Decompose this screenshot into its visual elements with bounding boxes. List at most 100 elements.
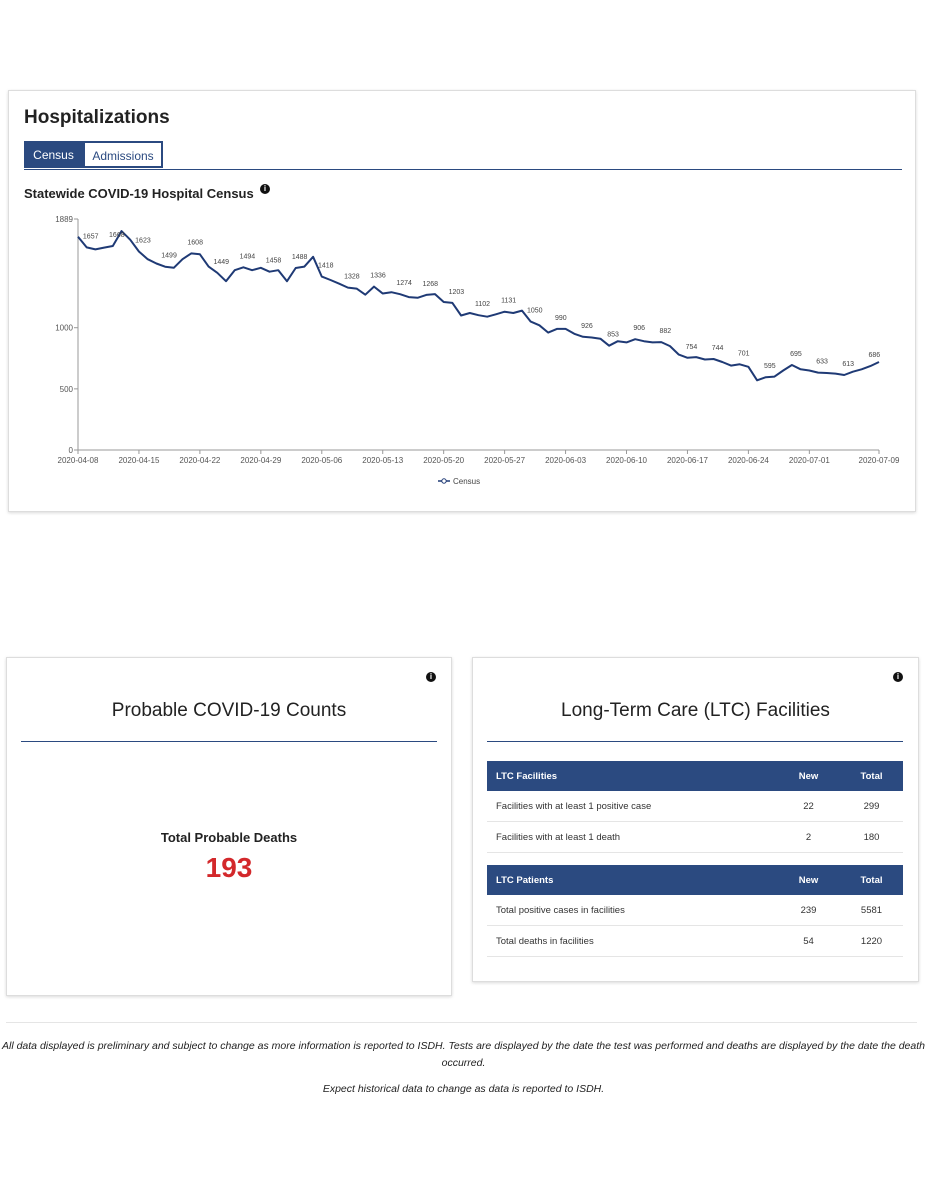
table-cell: Total deaths in facilities [487, 925, 777, 957]
data-label: 906 [633, 325, 645, 332]
table-cell: 54 [777, 925, 840, 957]
data-label: 1488 [292, 254, 308, 261]
x-tick-label: 2020-06-10 [606, 456, 647, 465]
x-tick-label: 2020-07-09 [859, 456, 900, 465]
ltc-card: i Long-Term Care (LTC) Facilities LTC Fa… [472, 657, 919, 982]
info-icon[interactable]: i [260, 184, 270, 194]
x-tick-label: 2020-05-06 [301, 456, 342, 465]
data-label: 1499 [161, 253, 177, 260]
tab[interactable]: Census [24, 141, 83, 168]
divider [487, 741, 903, 742]
x-tick-label: 2020-04-08 [58, 456, 99, 465]
table-cell: Facilities with at least 1 death [487, 821, 777, 853]
table-cell: 5581 [840, 895, 903, 926]
footer-note: All data displayed is preliminary and su… [2, 1040, 925, 1069]
x-tick-label: 2020-04-15 [118, 456, 159, 465]
data-label: 1336 [370, 273, 386, 280]
data-label: 882 [659, 328, 671, 335]
table-header: Total [840, 865, 903, 895]
probable-card: i Probable COVID-19 Counts Total Probabl… [6, 657, 452, 996]
ltc-table: LTC Patients New Total Total positive cases… [487, 865, 903, 957]
chart-title: Statewide COVID-19 Hospital Census [24, 186, 254, 201]
x-tick-label: 2020-07-01 [789, 456, 830, 465]
x-tick-label: 2020-05-27 [484, 456, 525, 465]
tables: LTC Facilities New Total Facilities with at… [487, 761, 903, 957]
table-header: Total [840, 761, 903, 791]
data-label: 701 [738, 350, 750, 357]
data-label: 1203 [449, 289, 465, 296]
data-label: 1418 [318, 263, 334, 270]
y-tick-label: 1000 [55, 324, 73, 333]
data-label: 1668 [109, 232, 125, 239]
data-label: 1657 [83, 233, 99, 240]
table-cell: 239 [777, 895, 840, 926]
data-label: 695 [790, 351, 802, 358]
stat-label: Total Probable Deaths [160, 830, 298, 845]
data-label: 1102 [475, 301, 490, 308]
table-row: Total positive cases in facilities 239 558… [487, 895, 903, 926]
ltc-table: LTC Facilities New Total Facilities with at… [487, 761, 903, 853]
tab-underline [24, 169, 902, 170]
table-cell: Total positive cases in facilities [487, 895, 777, 926]
data-label: 1328 [344, 274, 360, 281]
table-row: Facilities with at least 1 positive case… [487, 791, 903, 822]
card-title: Probable COVID-19 Counts [111, 700, 347, 721]
x-tick-label: 2020-06-03 [545, 456, 586, 465]
table-header: LTC Patients [487, 865, 777, 895]
legend-label: Census [453, 477, 480, 486]
data-label: 853 [607, 332, 619, 339]
table-cell: 2 [777, 821, 840, 853]
x-tick-label: 2020-06-24 [728, 456, 769, 465]
footer-note: Expect historical data to change as data… [322, 1083, 605, 1095]
table-row: Total deaths in facilities 54 1220 [487, 925, 903, 957]
info-icon[interactable]: i [426, 672, 436, 682]
legend-marker [441, 478, 447, 484]
header-row: LTC Facilities New Total [487, 761, 903, 791]
table-cell: 180 [840, 821, 903, 853]
data-label: 754 [686, 344, 698, 351]
card-title: Hospitalizations [24, 107, 170, 128]
data-label: 990 [555, 315, 567, 322]
tab[interactable]: Admissions [83, 141, 163, 168]
table-row: Facilities with at least 1 death 2 180 [487, 821, 903, 853]
chart: 0 500 1000 1889 2020-04-08 2020-04-15 2020-04-… [55, 215, 900, 486]
data-label: 926 [581, 323, 593, 330]
data-label: 1623 [135, 238, 151, 245]
data-label: 1449 [214, 259, 230, 266]
line [77, 230, 880, 382]
data-label: 1458 [266, 258, 282, 265]
data-label: 1608 [187, 239, 203, 246]
table-cell: 22 [777, 791, 840, 822]
x-tick-label: 2020-06-17 [667, 456, 708, 465]
card-title: Long-Term Care (LTC) Facilities [561, 700, 830, 721]
header-row: LTC Patients New Total [487, 865, 903, 895]
footer-rule [6, 1022, 917, 1023]
data-label: 1050 [527, 308, 543, 315]
data-label: 613 [842, 361, 854, 368]
x-tick-label: 2020-04-22 [179, 456, 220, 465]
x-tick-label: 2020-04-29 [240, 456, 281, 465]
data-label: 686 [868, 352, 880, 359]
x-tick-label: 2020-05-20 [423, 456, 464, 465]
table-header: New [777, 865, 840, 895]
divider [21, 741, 437, 742]
data-label: 744 [712, 345, 724, 352]
data-label: 633 [816, 359, 828, 366]
data-label: 1494 [240, 253, 256, 260]
data-label: 595 [764, 363, 776, 370]
y-tick-label: 500 [60, 385, 74, 394]
stat-value: 193 [205, 852, 253, 883]
y-tick-label: 0 [69, 446, 74, 455]
info-icon[interactable]: i [893, 672, 903, 682]
data-label: 1131 [501, 298, 516, 305]
data-label: 1268 [422, 281, 438, 288]
table-header: LTC Facilities [487, 761, 777, 791]
hospitalizations-card: Hospitalizations Census Admissions State… [8, 90, 916, 512]
table-cell: 299 [840, 791, 903, 822]
x-tick-label: 2020-05-13 [362, 456, 403, 465]
table-cell: Facilities with at least 1 positive case [487, 791, 777, 822]
y-tick-label: 1889 [55, 215, 73, 224]
data-label: 1274 [396, 280, 412, 287]
table-header: New [777, 761, 840, 791]
